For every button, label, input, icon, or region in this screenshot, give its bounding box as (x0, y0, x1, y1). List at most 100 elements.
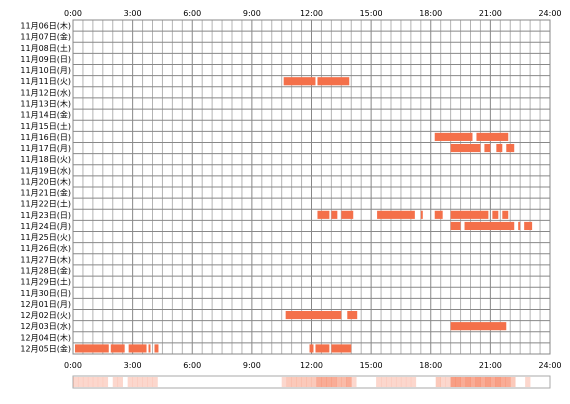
summary-cell (450, 377, 456, 387)
date-label: 11月21日(金) (20, 188, 71, 198)
summary-cell (112, 377, 119, 387)
activity-bar (420, 210, 423, 219)
summary-cell (505, 377, 511, 387)
date-label: 11月29日(土) (20, 277, 71, 287)
date-label: 11月28日(金) (20, 266, 71, 276)
x-tick-label: 24:00 (538, 361, 561, 370)
date-label: 11月27日(木) (20, 254, 71, 264)
activity-bar (283, 77, 316, 86)
summary-cell (485, 377, 491, 387)
summary-cell (460, 377, 466, 387)
summary-cell (405, 377, 412, 387)
summary-cell (102, 377, 109, 387)
summary-cell (510, 377, 516, 387)
activity-bar (347, 310, 358, 320)
x-tick-label: 3:00 (124, 361, 142, 370)
date-label: 11月09日(日) (20, 55, 71, 64)
date-label: 11月11日(火) (20, 77, 71, 86)
summary-cell (336, 377, 342, 387)
activity-bar (484, 143, 491, 153)
x-tick-label: 15:00 (360, 361, 383, 370)
x-tick-label: 15:00 (360, 9, 383, 18)
date-labels: 11月06日(木)11月07日(金)11月08日(土) 11月09日(日) 11月1… (20, 21, 71, 354)
activity-bar (110, 344, 125, 353)
x-tick-labels-bottom: 0:00 3:00 6:00 9:00 12:00 15:00 18:00 21:00 24:0… (64, 361, 562, 370)
date-label: 11月13日(木) (20, 99, 71, 109)
summary-cell (346, 377, 352, 387)
summary-cell (316, 377, 322, 387)
date-label: 11月25日(火) (20, 233, 71, 242)
summary-cell (470, 377, 476, 387)
summary-cell (435, 377, 441, 387)
summary-cell (142, 377, 148, 387)
summary-cell (73, 377, 79, 387)
date-label: 11月15日(土) (20, 121, 71, 131)
x-tick-label: 18:00 (419, 9, 442, 18)
activity-bar (450, 143, 481, 153)
summary-strip (72, 375, 551, 389)
summary-cell (132, 377, 138, 387)
activity-bar (476, 132, 509, 141)
summary-cell (117, 377, 123, 387)
date-label: 11月08日(土) (20, 43, 71, 53)
activity-bar (524, 221, 533, 231)
x-tick-label: 0:00 (64, 361, 82, 370)
summary-cell (147, 377, 153, 387)
x-tick-label: 6:00 (183, 361, 201, 370)
summary-cell (381, 377, 387, 387)
date-label: 11月06日(木) (20, 21, 71, 31)
bars (74, 77, 533, 353)
summary-cell (480, 377, 486, 387)
summary-frame (72, 375, 551, 389)
summary-cell (400, 377, 407, 387)
activity-bar (434, 210, 443, 219)
activity-bar (309, 344, 314, 353)
summary-cell (127, 377, 133, 387)
activity-bar (285, 310, 342, 320)
date-label: 11月17日(月) (20, 144, 71, 153)
summary-cell (301, 377, 307, 387)
activity-bar (315, 344, 330, 353)
summary-cell (395, 377, 402, 387)
x-tick-label: 12:00 (300, 9, 323, 18)
summary-cell (351, 377, 357, 387)
date-label: 11月07日(金) (20, 32, 71, 42)
date-label: 11月24日(月) (20, 222, 71, 231)
summary-cell (525, 377, 531, 387)
x-tick-label: 18:00 (419, 361, 442, 370)
summary-cell (391, 377, 397, 387)
x-tick-label: 0:00 (64, 9, 82, 18)
date-label: 11月23日(日) (20, 211, 71, 220)
summary-cell (440, 377, 446, 387)
summary-cell (311, 377, 317, 387)
activity-bar (341, 210, 354, 219)
summary-cell (291, 377, 297, 387)
x-tick-label: 21:00 (479, 361, 502, 370)
activity-bar (518, 221, 521, 231)
summary-cell (386, 377, 392, 387)
x-tick-label: 3:00 (124, 9, 142, 18)
activity-bar (496, 143, 503, 153)
date-label: 11月18日(火) (20, 155, 71, 164)
summary-cell (82, 377, 89, 387)
activity-bar (148, 344, 151, 353)
x-tick-label: 9:00 (243, 9, 261, 18)
date-label: 11月19日(水) (20, 165, 71, 175)
activity-bar (434, 132, 473, 141)
summary-cell (321, 377, 327, 387)
date-label: 12月02日(火) (20, 311, 71, 320)
summary-cell (326, 377, 332, 387)
summary-cell (455, 377, 461, 387)
activity-bar (377, 210, 415, 219)
summary-cell (475, 377, 481, 387)
summary-cell (296, 377, 302, 387)
summary-cell (445, 377, 451, 387)
grid (72, 19, 551, 355)
x-tick-labels-top: 0:00 3:00 6:00 9:00 12:00 15:00 18:00 21:00 24:0… (64, 9, 562, 18)
summary-cell (495, 377, 501, 387)
summary-cell (281, 377, 287, 387)
activity-bar (331, 344, 352, 353)
summary-cell (97, 377, 104, 387)
activity-bar (506, 143, 515, 153)
